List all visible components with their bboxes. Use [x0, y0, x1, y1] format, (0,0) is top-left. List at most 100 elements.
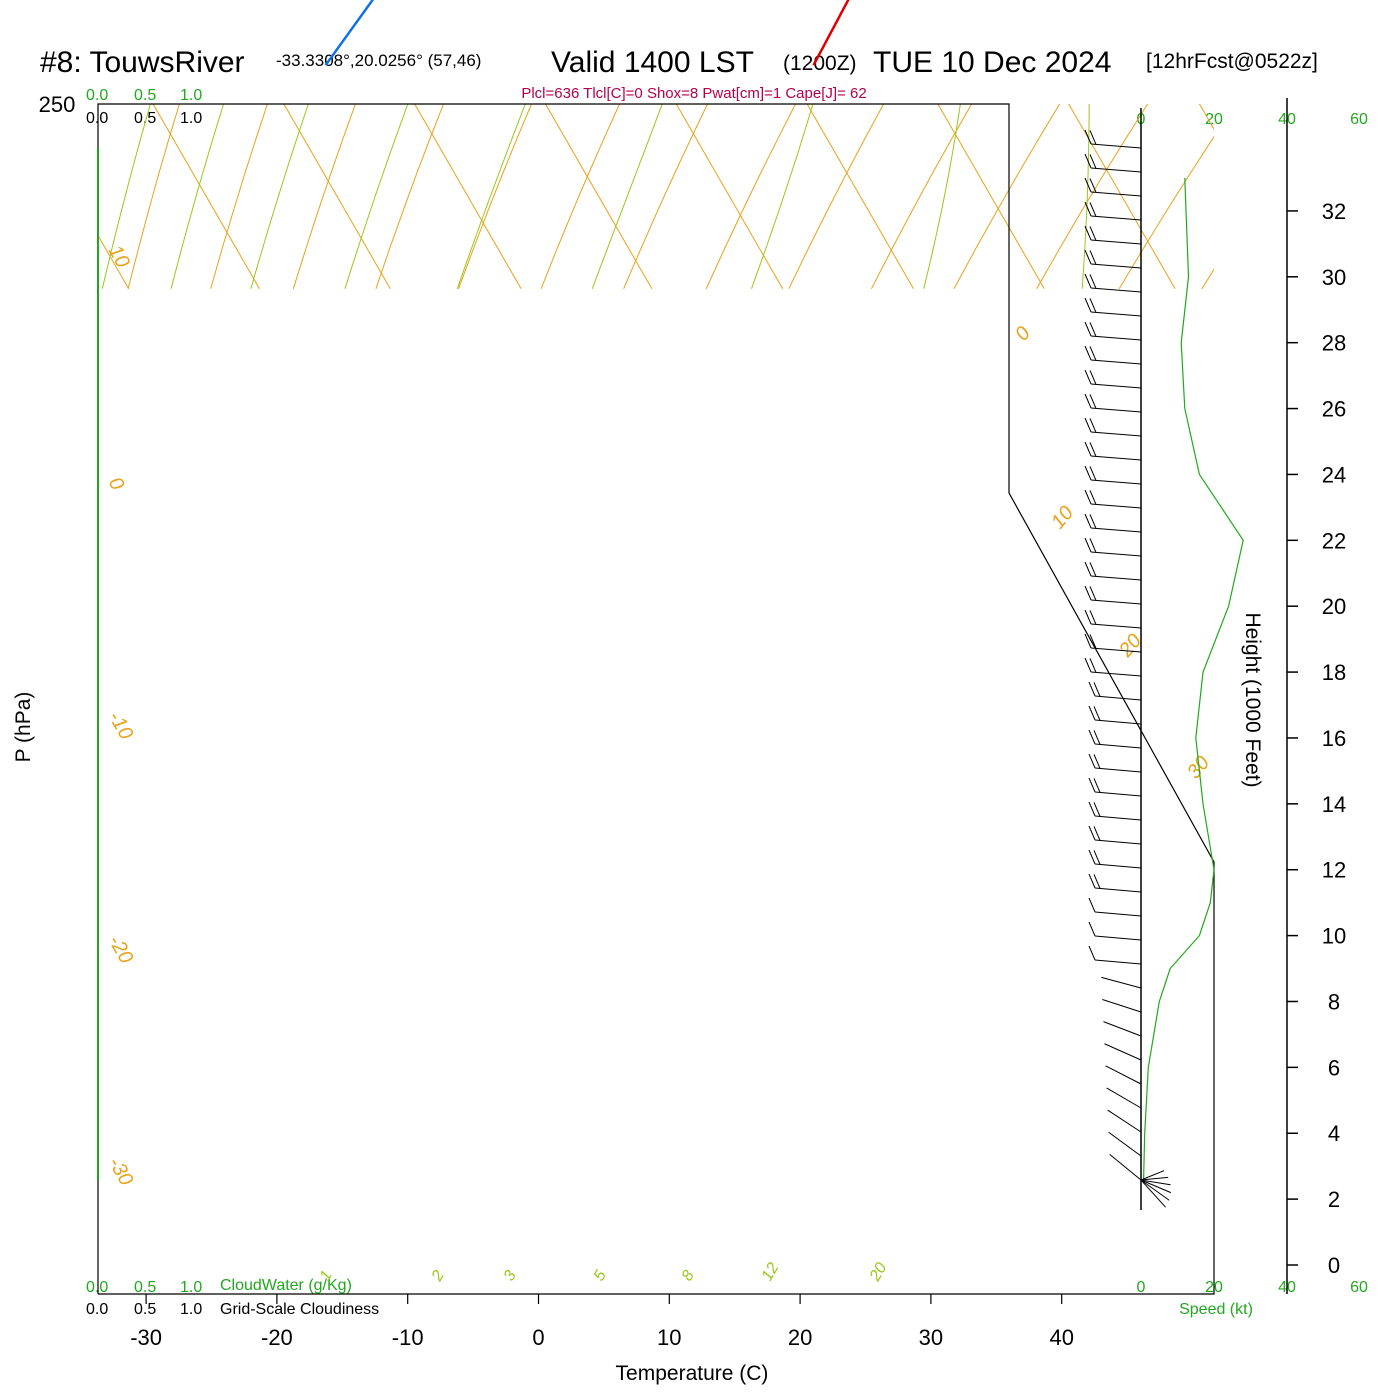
cloudwater-tick: 0.5 — [134, 87, 156, 104]
pressure-tick-label: 250 — [39, 92, 76, 117]
wind-barb — [1090, 575, 1142, 581]
height-tick-label: 28 — [1322, 331, 1346, 356]
mixing-ratio-label: 5 — [591, 1268, 610, 1284]
moist-adiabat-line — [456, 104, 526, 289]
wind-barb-flag — [1088, 681, 1096, 697]
wind-barb — [1101, 976, 1142, 989]
height-tick-label: 6 — [1328, 1055, 1340, 1080]
wind-barb-flag — [1089, 514, 1097, 529]
wind-barb — [1090, 527, 1142, 533]
height-tick-label: 24 — [1322, 462, 1346, 487]
cloudiness-tick: 1.0 — [180, 1301, 202, 1318]
wind-barb-flag — [1084, 585, 1092, 601]
wind-barb — [1106, 1087, 1142, 1109]
wind-barb-flag — [1084, 321, 1092, 337]
wind-barb-flag — [1089, 634, 1097, 649]
moist-adiabat-line — [0, 0, 384, 289]
wind-barb-flag — [1088, 825, 1096, 841]
height-tick-label: 2 — [1328, 1187, 1340, 1212]
wind-barb-flag — [1089, 538, 1097, 553]
isotherm-line — [152, 104, 260, 290]
wind-barb-flag — [1093, 754, 1101, 769]
sounding-profiles — [324, 0, 1244, 1180]
height-tick-label: 26 — [1322, 397, 1346, 422]
height-tick-label: 10 — [1322, 924, 1346, 949]
cloudwater-tick: 0.0 — [86, 87, 108, 104]
wind-barb-flag — [1089, 202, 1097, 217]
x-tick-label: -10 — [392, 1325, 424, 1350]
valid-date: TUE 10 Dec 2024 — [873, 46, 1111, 79]
valid-time: Valid 1400 LST — [551, 46, 754, 79]
wind-barb — [1090, 479, 1142, 485]
dry-adiabat-line — [953, 104, 1061, 290]
wind-barb-flag — [1084, 489, 1092, 505]
height-tick-label: 14 — [1322, 792, 1346, 817]
speed-tick: 20 — [1205, 111, 1223, 128]
dry-adiabat-line — [1367, 0, 1400, 289]
wind-barb-flag — [1089, 418, 1097, 433]
cloudiness-tick: 0.0 — [86, 110, 108, 127]
cloudwater-tick: 0.5 — [134, 1279, 156, 1296]
wind-barb-flag — [1088, 801, 1096, 817]
moist-adiabat-line — [923, 104, 961, 289]
cloudwater-tick: 1.0 — [180, 87, 202, 104]
wind-barb — [1090, 599, 1142, 605]
dry-adiabat-line — [1118, 135, 1214, 290]
wind-barb — [1090, 263, 1142, 269]
cloudwater-scale-bottom: 0.0 0.5 1.0 CloudWater (g/Kg) — [86, 1277, 352, 1296]
wind-barb-flag — [1093, 706, 1101, 721]
cloudwater-tick: 1.0 — [180, 1279, 202, 1296]
cloudiness-tick: 0.5 — [134, 110, 156, 127]
isotherm-label: -20 — [104, 932, 138, 968]
x-tick-label: 10 — [657, 1325, 681, 1350]
height-tick-label: 12 — [1322, 858, 1346, 883]
mixing-ratio-label: 2 — [428, 1268, 448, 1285]
isotherm-label: 10 — [1047, 502, 1078, 533]
speed-tick: 60 — [1350, 1279, 1368, 1296]
wind-barb — [1090, 311, 1142, 317]
wind-barb — [1090, 503, 1142, 509]
wind-barb — [1102, 999, 1142, 1013]
wind-barb-flag — [1089, 298, 1097, 313]
x-tick-label: 30 — [919, 1325, 943, 1350]
wind-barb-flag — [1089, 466, 1097, 481]
wind-barb — [1090, 143, 1142, 149]
wind-barb-flag — [1084, 225, 1092, 241]
dry-adiabat-line — [540, 104, 621, 289]
dry-adiabat-line — [292, 104, 356, 289]
wind-barb-flag — [1089, 490, 1097, 505]
wind-barb-flag — [1088, 729, 1096, 745]
mixing-ratio-label: 3 — [501, 1268, 520, 1284]
x-tick-label: 20 — [788, 1325, 812, 1350]
wind-barb — [1107, 1109, 1142, 1133]
wind-barb-flag — [1088, 897, 1096, 913]
isotherm-label: 10 — [104, 242, 134, 272]
wind-barb — [1109, 1153, 1142, 1181]
dry-adiabat-line — [210, 104, 268, 289]
wind-barb — [1094, 767, 1142, 773]
wind-barb — [1108, 1131, 1142, 1157]
wind-barb — [1140, 1179, 1166, 1208]
mixing-ratio-label: 20 — [866, 1260, 890, 1285]
dry-adiabat-line — [46, 0, 657, 289]
wind-barb — [1090, 287, 1142, 293]
wind-barb-flag — [1084, 369, 1092, 385]
wind-barb-flag — [1084, 393, 1092, 409]
wind-barb-flag — [1084, 129, 1092, 145]
wind-barb — [1090, 335, 1142, 341]
isotherm-line — [98, 234, 130, 290]
wind-barb-flag — [1093, 802, 1101, 817]
wind-barb-flag — [1084, 633, 1092, 649]
x-tick-label: 40 — [1049, 1325, 1073, 1350]
wind-barb — [1090, 215, 1142, 221]
wind-barb-flag — [1089, 130, 1097, 145]
station-coords: -33.3308°,20.0256° (57,46) — [276, 51, 481, 70]
wind-barb-flag — [1089, 346, 1097, 361]
wind-barb-flag — [1089, 370, 1097, 385]
cloudwater-label: CloudWater (g/Kg) — [220, 1277, 352, 1294]
wind-barb-flag — [1084, 561, 1092, 577]
cloudiness-tick: 0.0 — [86, 1301, 108, 1318]
isotherm-line — [806, 104, 914, 290]
isotherm-label: -10 — [104, 708, 138, 744]
